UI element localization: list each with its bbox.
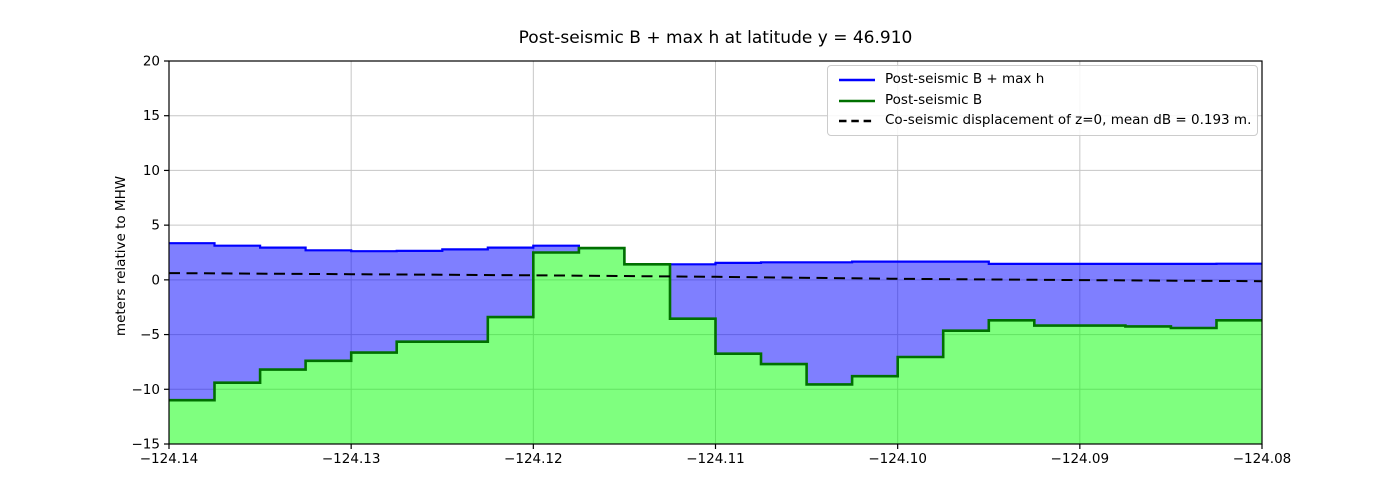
legend-line-swatch (839, 119, 875, 123)
y-tick-label: 10 (143, 163, 160, 179)
legend-entry: Post-seismic B + max h (828, 73, 1257, 87)
legend-line-swatch (839, 78, 875, 82)
x-tick-label: −124.13 (322, 451, 381, 467)
x-tick-label: −124.11 (686, 451, 745, 467)
y-tick-label: 15 (143, 108, 160, 124)
y-tick-label: 5 (151, 218, 160, 234)
x-tick-label: −124.09 (1051, 451, 1110, 467)
post-seismic-b-line (169, 246, 1262, 402)
legend-entry-label: Co-seismic displacement of z=0, mean dB … (885, 112, 1252, 129)
legend-entry: Post-seismic B (828, 91, 1257, 108)
y-tick-label: −10 (132, 382, 161, 398)
x-tick-label: −124.08 (1233, 451, 1292, 467)
co-seismic-displacement-line (168, 272, 1263, 283)
x-tick-label: −124.12 (504, 451, 563, 467)
legend-entry: Co-seismic displacement of z=0, mean dB … (828, 114, 1257, 128)
chart-title: Post-seismic B + max h at latitude y = 4… (518, 28, 913, 48)
x-tick-label: −124.10 (868, 451, 927, 467)
y-tick-label: −5 (140, 327, 160, 343)
y-tick-label: −15 (132, 437, 161, 453)
legend: Post-seismic B + max h Post-seismic B Co-s… (827, 65, 1258, 136)
legend-entry-label: Post-seismic B (885, 91, 983, 108)
y-tick-label: 20 (143, 54, 160, 70)
legend-entry-label: Post-seismic B + max h (885, 71, 1045, 88)
y-tick-label: 0 (151, 272, 160, 288)
x-tick-label: −124.14 (140, 451, 199, 467)
legend-line-swatch (839, 99, 875, 102)
